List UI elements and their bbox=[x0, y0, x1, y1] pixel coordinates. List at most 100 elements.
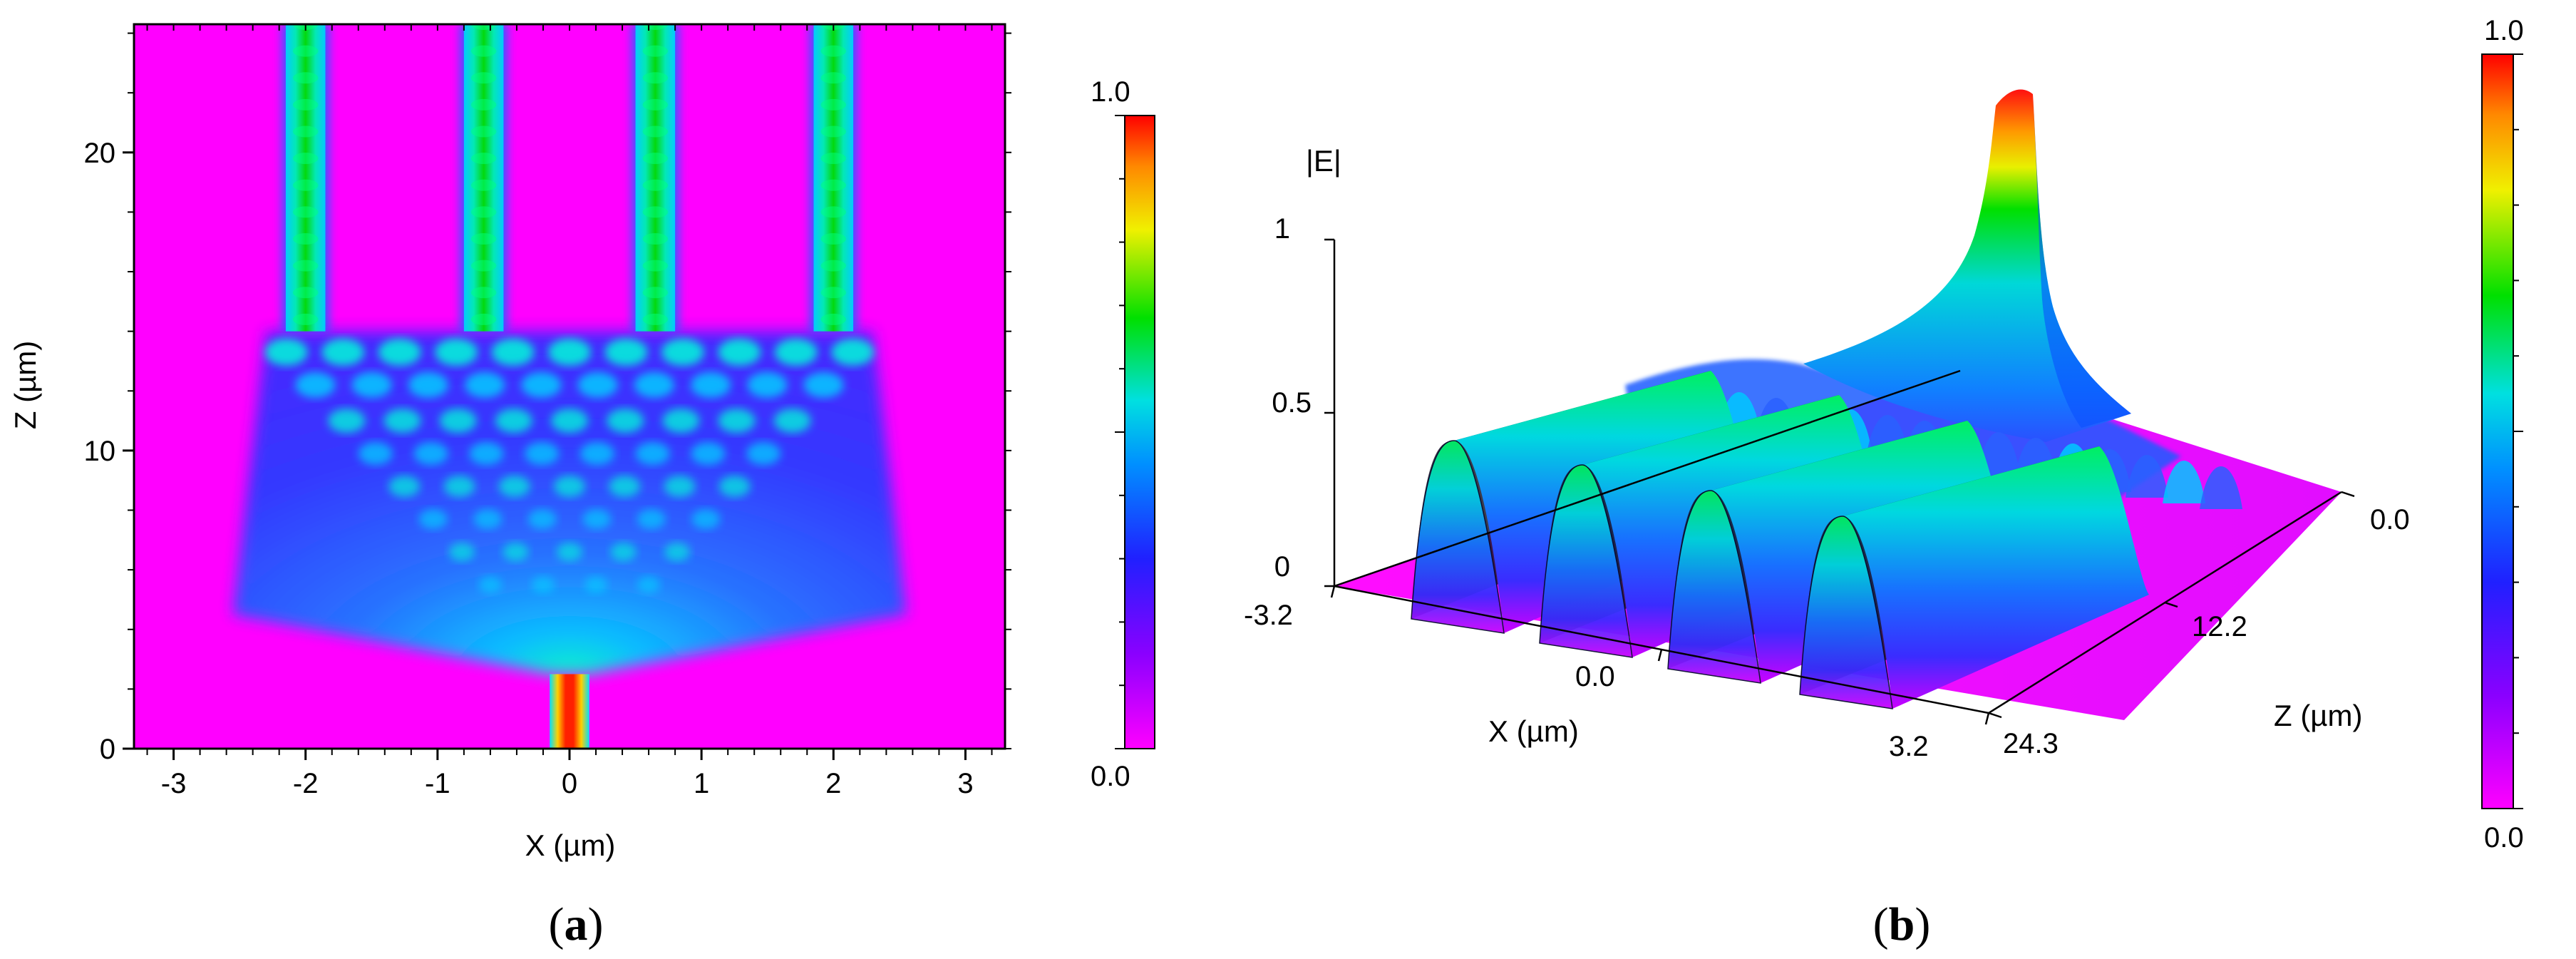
waveguide-beat bbox=[470, 260, 497, 272]
x-tick-zero: 0.0 bbox=[1575, 661, 1615, 692]
panel-label-b: (b) bbox=[1873, 898, 1931, 950]
x-axis-title-a: X (µm) bbox=[525, 829, 616, 862]
depth-tick-start: 0.0 bbox=[2370, 504, 2410, 535]
depth-tick-mid: 12.2 bbox=[2192, 611, 2247, 642]
interference-spot bbox=[435, 338, 478, 366]
waveguide-beat bbox=[470, 45, 497, 57]
waveguide-beat bbox=[642, 125, 669, 138]
interference-spot bbox=[584, 576, 608, 594]
waveguide-beat bbox=[470, 313, 497, 325]
interference-spot bbox=[413, 442, 448, 466]
interference-spot bbox=[691, 442, 726, 466]
interference-spot bbox=[718, 476, 751, 498]
depth-tick-end: 24.3 bbox=[2003, 728, 2059, 759]
axes-a: -3 -2 -1 0 1 2 3 0 10 20 bbox=[84, 24, 1011, 799]
e-field-axis-title: |E| bbox=[1306, 144, 1341, 178]
ridge-front bbox=[1667, 490, 1761, 684]
interference-spot bbox=[478, 576, 502, 594]
waveguide-beat bbox=[470, 125, 497, 138]
colorbar-b-min-label: 0.0 bbox=[2484, 822, 2524, 853]
interference-spot bbox=[264, 338, 308, 366]
interference-spot bbox=[525, 442, 560, 466]
interference-spot bbox=[531, 576, 555, 594]
waveguide-beat bbox=[292, 125, 319, 138]
panel-label-a-letter: a bbox=[565, 898, 588, 950]
interference-spot bbox=[491, 338, 535, 366]
panel-label-b-letter: b bbox=[1889, 898, 1915, 950]
interference-spot bbox=[548, 338, 591, 366]
interference-spot bbox=[498, 476, 530, 498]
waveguide-beat bbox=[470, 179, 497, 191]
interference-spot bbox=[774, 338, 818, 366]
waveguide-beat bbox=[292, 72, 319, 84]
waveguide-beat bbox=[470, 72, 497, 84]
waveguide-beat bbox=[820, 153, 847, 165]
interference-spot bbox=[295, 371, 336, 398]
z-tick-1: 1 bbox=[1274, 213, 1290, 245]
interference-spot bbox=[378, 338, 421, 366]
input-peak-shade bbox=[2033, 94, 2131, 428]
depth-axis-title-b: Z (µm) bbox=[2274, 699, 2362, 732]
interference-spot bbox=[551, 409, 588, 434]
waveguide-beat bbox=[642, 72, 669, 84]
waveguide-beat bbox=[292, 287, 319, 299]
waveguide-beat bbox=[820, 179, 847, 191]
waveguide-beat bbox=[820, 313, 847, 325]
interference-spot bbox=[634, 371, 674, 398]
ripple-bump bbox=[2126, 455, 2168, 498]
waveguide-beat bbox=[820, 125, 847, 138]
ripple-bump bbox=[1977, 432, 2020, 475]
waveguide-beat bbox=[820, 260, 847, 272]
ridge-front bbox=[1411, 440, 1505, 634]
output-waveguide bbox=[813, 24, 854, 332]
interference-spot bbox=[408, 371, 448, 398]
y-tick-label: 0 bbox=[100, 734, 115, 765]
waveguide-beat bbox=[642, 45, 669, 57]
colorbar-b-max-label: 1.0 bbox=[2484, 15, 2524, 46]
interference-spot bbox=[557, 543, 582, 562]
interference-spot bbox=[521, 371, 562, 398]
panel-b: |E| 1 0.5 0 -3.2 0.0 3.2 0.0 12.2 24.3 X… bbox=[1244, 15, 2524, 853]
input-peak bbox=[1803, 89, 2131, 442]
colorbar-a-ticks bbox=[1115, 115, 1155, 749]
interference-spot bbox=[610, 543, 637, 562]
waveguide-beat bbox=[470, 153, 497, 165]
waveguide-beat bbox=[642, 153, 669, 165]
x-tick-label: -3 bbox=[161, 768, 187, 799]
waveguide-beat bbox=[470, 287, 497, 299]
depth-axis-tick bbox=[2341, 491, 2355, 498]
waveguide-beat bbox=[820, 287, 847, 299]
waveguide-beat bbox=[642, 206, 669, 218]
waveguide-beat bbox=[820, 45, 847, 57]
waveguide-beat bbox=[292, 153, 319, 165]
interference-spot bbox=[635, 442, 670, 466]
x-axis-tick bbox=[1330, 585, 1336, 598]
interference-spot bbox=[328, 409, 366, 434]
interference-spot bbox=[495, 409, 532, 434]
colorbar-a-frame bbox=[1124, 115, 1155, 749]
interference-spot bbox=[609, 476, 641, 498]
interference-spot bbox=[554, 476, 585, 498]
interference-spot bbox=[465, 371, 505, 398]
waveguide-beat bbox=[292, 233, 319, 245]
ridge-front bbox=[1799, 516, 1893, 709]
heatmap-field bbox=[232, 24, 907, 749]
output-waveguide bbox=[285, 24, 326, 332]
waveguide-beat bbox=[820, 206, 847, 218]
interference-spot bbox=[718, 338, 761, 366]
interference-spot bbox=[803, 371, 844, 398]
interference-spot bbox=[831, 338, 875, 366]
x-tick-label: 0 bbox=[562, 768, 577, 799]
depth-axis-line bbox=[1334, 369, 1961, 588]
interference-spot bbox=[747, 371, 788, 398]
interference-spot bbox=[691, 371, 731, 398]
interference-spot bbox=[418, 509, 448, 530]
interference-spot bbox=[637, 509, 666, 530]
interference-spot bbox=[746, 442, 781, 466]
x-tick-label: -1 bbox=[425, 768, 450, 799]
waveguide-beat bbox=[292, 206, 319, 218]
z-tick-0: 0 bbox=[1274, 551, 1290, 583]
interference-spot bbox=[448, 543, 475, 562]
x-tick-label: -2 bbox=[293, 768, 319, 799]
interference-spot bbox=[661, 338, 704, 366]
